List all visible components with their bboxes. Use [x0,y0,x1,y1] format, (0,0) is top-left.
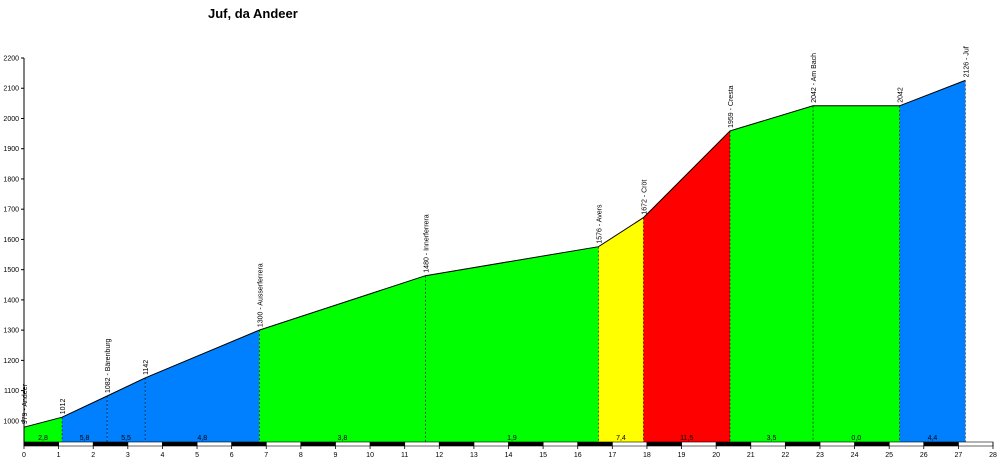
x-tick-label-9: 9 [334,452,338,459]
gradient-label-3: 4,8 [197,435,207,442]
x-axis-bar-block-20 [716,442,751,446]
gradient-labels: 2,8 5,8 5,5 4,8 3,8 1,9 7,4 11,5 3,5 0,0 4,4 [38,435,937,442]
y-tick-label-7: 1700 [3,207,19,214]
point-label-3: 1142 [143,360,150,375]
y-tick-label-3: 1300 [3,328,19,335]
x-tick-label-20: 20 [712,452,720,459]
point-label-11: 2126 - Juf [963,46,970,77]
segment-area-2 [107,377,146,442]
x-tick-label-17: 17 [608,452,616,459]
x-tick-label-25: 25 [885,452,893,459]
x-axis-bar-block-16 [577,442,613,446]
profile-areas [23,79,966,443]
x-tick-label-8: 8 [299,452,303,459]
x-tick-label-18: 18 [643,452,651,459]
y-tick-label-6: 1600 [3,237,19,244]
x-tick-label-21: 21 [747,452,755,459]
segment-area-8 [730,105,813,443]
x-tick-label-16: 16 [574,452,582,459]
point-label-0: 979 - Andeer [22,383,29,424]
segment-dividers [61,80,966,442]
y-tick-label-8: 1800 [3,176,19,183]
y-tick-label-4: 1400 [3,297,19,304]
gradient-label-9: 0,0 [851,435,861,442]
x-axis-bar-block-10 [370,442,405,446]
x-tick-label-4: 4 [160,452,164,459]
x-tick-label-26: 26 [920,452,928,459]
gradient-label-6: 7,4 [616,435,626,442]
gradient-label-2: 5,5 [121,435,131,442]
x-axis-bar-block-12 [439,442,474,446]
gradient-label-4: 3,8 [338,435,348,442]
gradient-label-10: 4,4 [928,435,938,442]
segment-area-0 [24,417,63,442]
x-tick-label-11: 11 [401,452,408,459]
y-tick-label-1: 1100 [4,388,19,395]
x-tick-label-27: 27 [954,452,962,459]
point-label-8: 1959 - Cresta [728,85,735,128]
x-axis-bar-block-26 [923,442,959,446]
y-tick-label-10: 2000 [3,116,19,123]
segment-area-4 [259,275,426,442]
gradient-label-1: 5,8 [80,435,90,442]
y-tick-label-11: 2100 [3,86,19,93]
y-axis: 1000 1100 1200 1300 1400 1500 1600 1700 1800 1900… [3,56,25,446]
x-axis-bar-block-24 [854,442,890,446]
point-label-1: 1012 [60,399,67,415]
x-tick-label-2: 2 [91,452,95,459]
x-axis-bar-block-18 [646,442,682,446]
gradient-label-7: 11,5 [680,435,693,442]
x-tick-label-14: 14 [505,452,513,459]
point-label-9: 2042 - Am Bach [811,53,818,103]
segment-area-10 [899,80,966,443]
chart-title: Juf, da Andeer [208,6,298,21]
point-label-10: 2042 [898,87,905,103]
y-tick-label-0: 1000 [3,418,19,425]
point-labels: 979 - Andeer 1012 1082 - Bärenburg 1142 1300… [22,46,970,424]
segment-area-1 [62,396,108,442]
x-tick-label-28: 28 [989,452,997,459]
segment-area-5 [425,246,599,442]
y-tick-label-5: 1500 [3,267,19,274]
x-axis: 0 1 2 3 4 5 6 7 8 9 10 11 12 13 14 15 16 17 18 19 20 21 22 23 24… [22,441,997,459]
x-axis-bar-block-6 [231,442,267,446]
x-tick-label-13: 13 [470,452,478,459]
point-label-2: 1082 - Bärenburg [105,338,112,393]
x-tick-label-12: 12 [435,452,443,459]
x-tick-label-24: 24 [851,452,859,459]
x-tick-label-23: 23 [816,452,824,459]
x-tick-label-0: 0 [22,452,26,459]
x-axis-bar-block-4 [162,442,198,446]
x-tick-label-10: 10 [366,452,374,459]
segment-area-3 [145,330,260,442]
x-tick-label-3: 3 [126,452,130,459]
profile-line [23,79,966,428]
gradient-label-8: 3,5 [767,435,777,442]
y-tick-label-9: 1900 [3,146,19,153]
x-tick-label-5: 5 [195,452,199,459]
gradient-label-0: 2,8 [38,435,48,442]
x-tick-label-6: 6 [230,452,234,459]
x-axis-bar-block-14 [508,442,544,446]
y-tick-label-2: 1200 [3,358,19,365]
point-label-5: 1480 - Innerferrera [423,214,430,272]
x-tick-label-1: 1 [57,452,61,459]
x-axis-bar-block-22 [785,442,820,446]
point-label-4: 1300 - Ausserferrera [257,263,264,327]
x-axis-bar-block-2 [93,442,128,446]
segment-area-6 [598,217,644,442]
gradient-label-5: 1,9 [507,435,517,442]
x-tick-label-22: 22 [781,452,789,459]
y-tick-label-12: 2200 [3,56,19,63]
x-axis-bar-block-0 [24,442,59,446]
x-tick-label-15: 15 [539,452,547,459]
point-label-7: 1672 - Cröt [641,180,648,215]
x-tick-label-19: 19 [678,452,686,459]
segment-area-7 [643,130,730,442]
x-axis-bar-block-8 [300,442,336,446]
point-label-6: 1576 - Avers [596,204,603,244]
x-tick-label-7: 7 [264,452,268,459]
segment-area-9 [813,105,900,443]
